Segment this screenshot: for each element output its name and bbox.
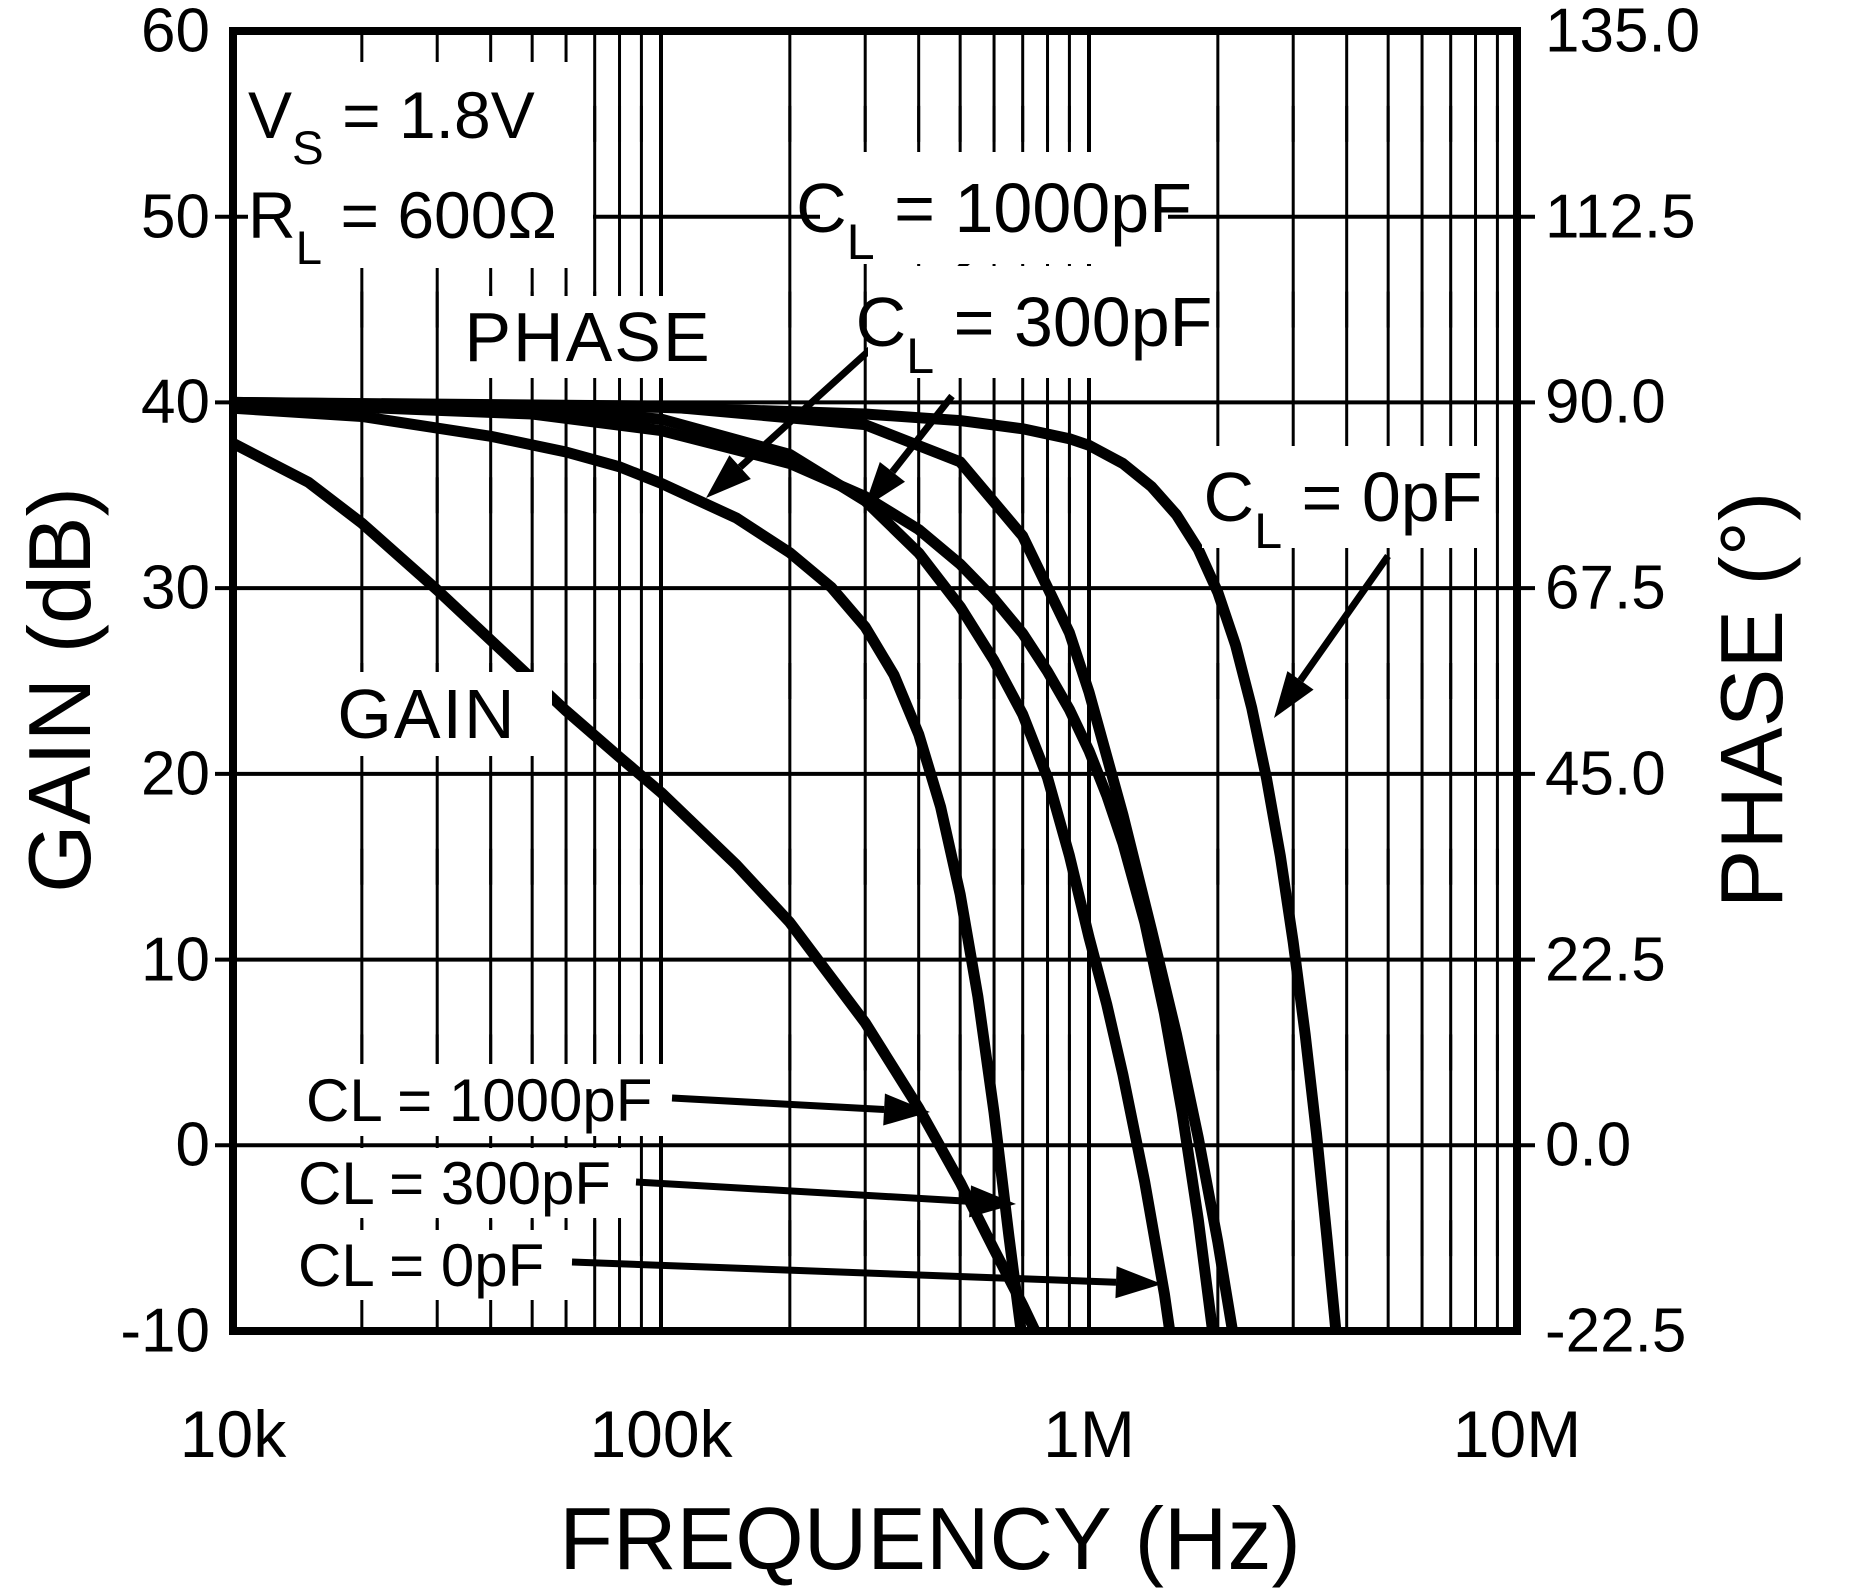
- phase-curve-label-cl-1000pf: CL = 1000pF: [796, 152, 1192, 267]
- load-resistance-label: RL = 600Ω: [248, 178, 557, 275]
- test-conditions-label: VS = 1.8V RL = 600Ω: [248, 62, 593, 275]
- curve-gain-300pF: [233, 396, 1176, 1331]
- arrow-cl0-to-phase-curve-head: [1274, 671, 1314, 718]
- curve-gain-1000pF: [233, 437, 1042, 1331]
- gain-tick--10: -10: [120, 1296, 210, 1366]
- gain-tick-30: 30: [141, 553, 210, 623]
- phase-tick-0.0: 0.0: [1545, 1110, 1632, 1180]
- arrow-cl1000-to-gain-curve-head: [883, 1093, 930, 1126]
- arrow-cl0-to-phase-curve: [1297, 553, 1391, 683]
- phase-tick-67.5: 67.5: [1545, 553, 1666, 623]
- phase-tick-112.5: 112.5: [1545, 182, 1696, 252]
- gain-tick-10: 10: [141, 925, 210, 995]
- gain-tick-50: 50: [141, 182, 210, 252]
- frequency-tick-100k: 100k: [589, 1397, 733, 1471]
- phase-curve-label-cl-300pf: CL = 300pF: [856, 266, 1212, 381]
- curve-gain-0pF: [233, 396, 1239, 1331]
- gain-tick-40: 40: [141, 367, 210, 437]
- frequency-tick-10M: 10M: [1452, 1397, 1582, 1471]
- arrow-cl0-to-gain-curve-head: [1115, 1266, 1162, 1299]
- frequency-tick-1M: 1M: [1043, 1397, 1135, 1471]
- supply-voltage-label: VS = 1.8V: [248, 78, 535, 175]
- gain-curve-label-cl-1000pf: CL = 1000pF: [306, 1064, 668, 1136]
- arrow-cl300-to-gain-curve: [635, 1178, 971, 1205]
- gain-tick-60: 60: [141, 0, 210, 66]
- phase-curves-group-label: PHASE: [452, 296, 724, 378]
- phase-tick-90.0: 90.0: [1545, 367, 1666, 437]
- frequency-tick-10k: 10k: [179, 1397, 287, 1471]
- plot-border: [229, 27, 1521, 1335]
- arrow-cl1000-to-gain-curve: [671, 1094, 885, 1114]
- phase-tick-45.0: 45.0: [1545, 739, 1666, 809]
- curve-phase-300pF: [233, 396, 1219, 1331]
- phase-curve-label-cl-0pf: CL = 0pF: [1202, 446, 1484, 556]
- right-y-axis-title: PHASE (°): [1702, 491, 1801, 909]
- x-axis-title: FREQUENCY (Hz): [559, 1489, 1301, 1588]
- curve-phase-1000pF: [233, 402, 1027, 1331]
- left-y-axis-title: GAIN (dB): [10, 487, 109, 893]
- arrow-cl1000-to-phase-curve-head: [706, 455, 751, 498]
- phase-tick-135.0: 135.0: [1545, 0, 1701, 66]
- phase-tick-22.5: 22.5: [1545, 925, 1666, 995]
- arrow-cl300-to-phase-curve: [889, 393, 955, 474]
- gain-tick-0: 0: [175, 1110, 210, 1180]
- gain-curves-group-label: GAIN: [302, 672, 552, 756]
- arrow-cl300-to-phase-curve-head: [864, 461, 906, 508]
- arrow-cl300-to-gain-curve-head: [969, 1185, 1016, 1218]
- gain-curve-label-cl-0pf: CL = 0pF: [298, 1230, 568, 1300]
- phase-tick--22.5: -22.5: [1545, 1296, 1687, 1366]
- gain-curve-label-cl-300pf: CL = 300pF: [298, 1148, 632, 1218]
- curve-phase-0pF: [233, 396, 1342, 1331]
- arrow-cl0-to-gain-curve: [571, 1258, 1117, 1286]
- gain-tick-20: 20: [141, 739, 210, 809]
